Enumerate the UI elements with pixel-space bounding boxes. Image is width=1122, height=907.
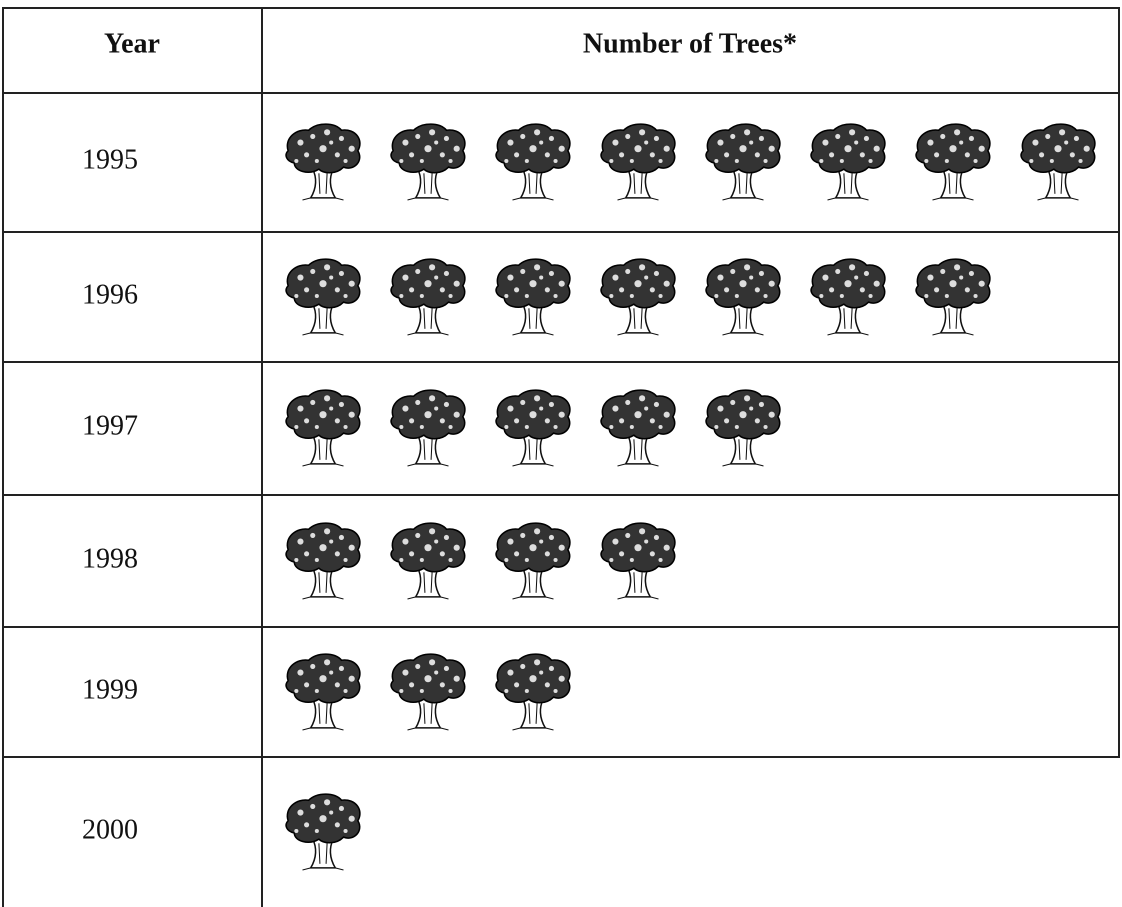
- chart: Year Number of Trees* 1995 1996 1997 1998 19…: [0, 0, 1122, 907]
- tree-icon: [286, 654, 360, 730]
- tree-icon: [496, 654, 570, 730]
- icon-row: [286, 654, 570, 730]
- tree-icon: [286, 124, 360, 200]
- year-label: 1995: [82, 144, 138, 175]
- tree-icon: [706, 390, 780, 466]
- tree-icon: [706, 259, 780, 335]
- tree-icon: [706, 124, 780, 200]
- page: {"chart_data": {"type": "pictograph", "c…: [0, 0, 1122, 907]
- tree-icon: [916, 259, 990, 335]
- tree-icon: [601, 523, 675, 599]
- icon-row: [286, 390, 780, 466]
- column-header: Number of Trees*: [583, 28, 797, 59]
- tree-icon: [601, 124, 675, 200]
- tree-icon: [601, 390, 675, 466]
- tree-icon: [496, 259, 570, 335]
- tree-icon: [391, 654, 465, 730]
- tree-icon: [391, 124, 465, 200]
- year-label: 1997: [82, 410, 138, 441]
- icon-row: [286, 794, 360, 870]
- tree-icon: [286, 523, 360, 599]
- tree-icon: [811, 259, 885, 335]
- tree-icon: [391, 390, 465, 466]
- tree-icon: [811, 124, 885, 200]
- tree-icon: [496, 124, 570, 200]
- icon-row: [286, 523, 675, 599]
- tree-icon: [286, 390, 360, 466]
- tree-icon: [1021, 124, 1095, 200]
- year-label: 1999: [82, 674, 138, 705]
- tree-icon: [286, 259, 360, 335]
- tree-icon: [286, 794, 360, 870]
- year-label: 1998: [82, 543, 138, 574]
- column-header: Year: [104, 28, 160, 59]
- icon-row: [286, 259, 990, 335]
- year-label: 1996: [82, 279, 138, 310]
- icon-row: [286, 124, 1095, 200]
- year-label: 2000: [82, 814, 138, 845]
- tree-icon: [916, 124, 990, 200]
- tree-icon: [601, 259, 675, 335]
- tree-icon: [391, 259, 465, 335]
- tree-icon: [496, 390, 570, 466]
- tree-icon: [496, 523, 570, 599]
- tree-icon: [391, 523, 465, 599]
